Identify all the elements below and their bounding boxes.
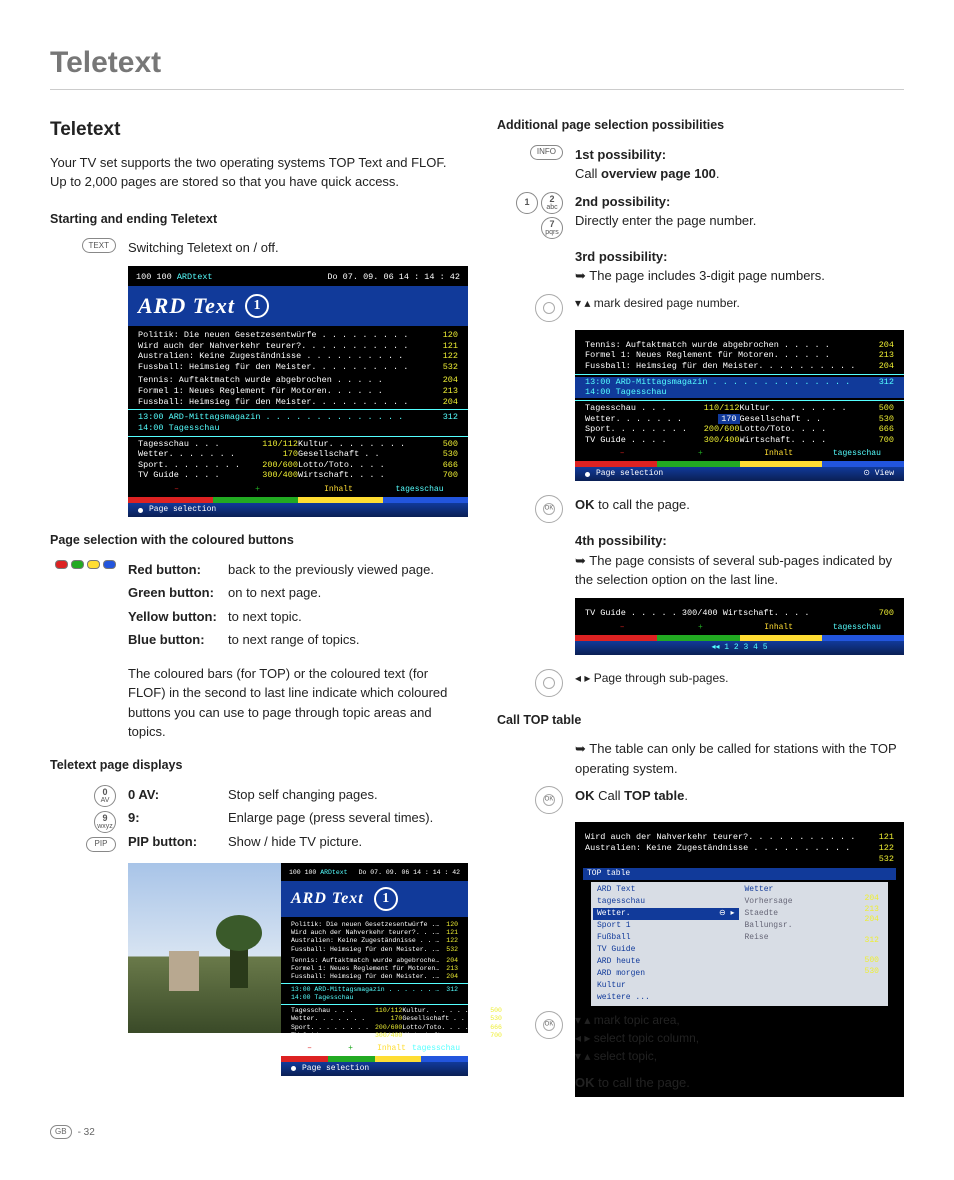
teletext-screenshot-p3: Tennis: Auftaktmatch wurde abgebrochen .… <box>575 330 904 482</box>
nine-desc: Enlarge page (press several times). <box>228 808 457 828</box>
digit-1-icon: 1 <box>516 192 538 214</box>
yellow-desc: to next topic. <box>228 607 457 627</box>
red-desc: back to the previously viewed page. <box>228 560 457 580</box>
pip-icon: PIP <box>86 837 116 852</box>
pip-desc: Show / hide TV picture. <box>228 832 457 852</box>
p1-head: 1st possibility: <box>575 145 904 165</box>
region-badge: GB <box>50 1125 72 1139</box>
display-heading: Teletext page displays <box>50 756 457 775</box>
red-label: Red button: <box>128 560 228 580</box>
additional-heading: Additional page selection possibilities <box>497 116 904 135</box>
text-button-desc: Switching Teletext on / off. <box>128 238 457 258</box>
ok-button-icon <box>535 1011 563 1039</box>
pip-label: PIP button: <box>128 832 228 852</box>
start-heading: Starting and ending Teletext <box>50 210 457 229</box>
p1-text: Call overview page 100. <box>575 164 904 184</box>
p3-head: 3rd possibility: <box>575 247 904 267</box>
p2-text: Directly enter the page number. <box>575 211 904 231</box>
pip-screenshot: 100 100 ARDtextDo 07. 09. 06 14 : 14 : 4… <box>128 863 468 1033</box>
ct-ok: OK Call TOP table. <box>575 786 904 806</box>
digit-7-icon: 7pqrs <box>541 217 563 239</box>
joystick-icon <box>535 294 563 322</box>
page-footer: GB - 32 <box>50 1125 904 1140</box>
teletext-screenshot-main: 100 100 ARDtextDo 07. 09. 06 14 : 14 : 4… <box>128 266 468 517</box>
p3-ok: OK to call the page. <box>575 495 904 515</box>
page-title: Teletext <box>50 40 904 90</box>
ct-nav3: ▾ ▴ select topic, <box>575 1047 904 1065</box>
left-column: Teletext Your TV set supports the two op… <box>50 116 457 1101</box>
color-bars-para: The coloured bars (for TOP) or the colou… <box>128 664 457 742</box>
ok-button-icon <box>535 495 563 523</box>
red-dot-icon <box>55 560 68 569</box>
nine-icon: 9wxyz <box>94 811 116 833</box>
digit-2-icon: 2abc <box>541 192 563 214</box>
p3-bullet: ➥ The page includes 3-digit page numbers… <box>575 266 904 286</box>
zero-av-label: 0 AV: <box>128 785 228 805</box>
color-buttons-heading: Page selection with the coloured buttons <box>50 531 457 550</box>
info-button-icon: INFO <box>530 145 563 160</box>
nine-label: 9: <box>128 808 228 828</box>
ct-nav2: ◂ ▸ select topic column, <box>575 1029 904 1047</box>
p4-page: ◂ ▸ Page through sub-pages. <box>575 669 904 687</box>
blue-dot-icon <box>103 560 116 569</box>
blue-desc: to next range of topics. <box>228 630 457 650</box>
ct-nav1: ▾ ▴ mark topic area, <box>575 1011 904 1029</box>
ct-bullet: ➥ The table can only be called for stati… <box>575 739 904 778</box>
p4-head: 4th possibility: <box>575 531 904 551</box>
yellow-label: Yellow button: <box>128 607 228 627</box>
intro-text: Your TV set supports the two operating s… <box>50 153 457 192</box>
green-desc: on to next page. <box>228 583 457 603</box>
page-number: - 32 <box>78 1125 95 1140</box>
section-title: Teletext <box>50 116 457 145</box>
green-dot-icon <box>71 560 84 569</box>
joystick-icon <box>535 669 563 697</box>
text-button-icon: TEXT <box>82 238 116 253</box>
ct-call: OK to call the page. <box>575 1073 904 1093</box>
p4-bullet: ➥ The page consists of several sub-pages… <box>575 551 904 590</box>
blue-label: Blue button: <box>128 630 228 650</box>
teletext-screenshot-p4: TV Guide . . . . . 300/400 Wirtschaft. .… <box>575 598 904 655</box>
zero-av-icon: 0AV <box>94 785 116 807</box>
yellow-dot-icon <box>87 560 100 569</box>
ok-button-icon <box>535 786 563 814</box>
green-label: Green button: <box>128 583 228 603</box>
zero-av-desc: Stop self changing pages. <box>228 785 457 805</box>
p3-mark: ▾ ▴ mark desired page number. <box>575 294 904 312</box>
call-top-heading: Call TOP table <box>497 711 904 730</box>
p2-head: 2nd possibility: <box>575 192 904 212</box>
right-column: Additional page selection possibilities … <box>497 116 904 1101</box>
